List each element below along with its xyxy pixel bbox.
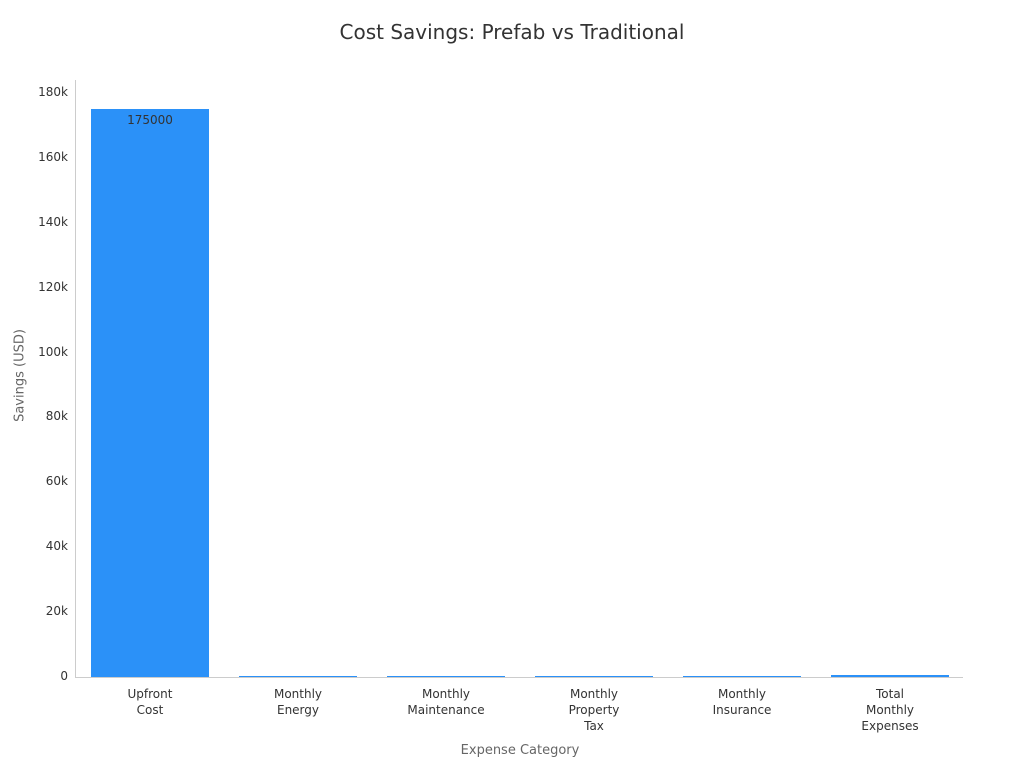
bar [91,109,209,677]
x-axis-label: Expense Category [460,743,580,758]
y-tick: 100k [38,344,68,359]
x-tick: Upfront Cost [127,687,173,717]
y-tick: 140k [38,214,68,229]
y-tick: 40k [45,539,68,554]
x-tick: Monthly Maintenance [407,687,485,717]
bar [387,676,505,677]
y-tick: 0 [60,669,68,683]
x-tick: Monthly Insurance [712,687,772,717]
chart-title: Cost Savings: Prefab vs Traditional [339,20,685,44]
y-tick: 60k [45,474,68,489]
y-tick: 160k [38,149,68,164]
bar [535,676,653,677]
bar [831,674,949,677]
x-tick: Monthly Energy [273,687,323,717]
y-tick: 180k [38,85,68,99]
y-tick: 120k [38,279,68,294]
x-tick: Monthly Property Tax [568,687,620,733]
x-tick: Total Monthly Expenses [861,687,919,733]
bar [683,676,801,677]
y-axis [75,80,76,677]
x-axis [75,677,963,678]
y-tick: 20k [45,604,68,619]
bar [239,676,357,677]
bar-value-label: 175000 [127,113,173,128]
y-tick: 80k [45,409,68,424]
